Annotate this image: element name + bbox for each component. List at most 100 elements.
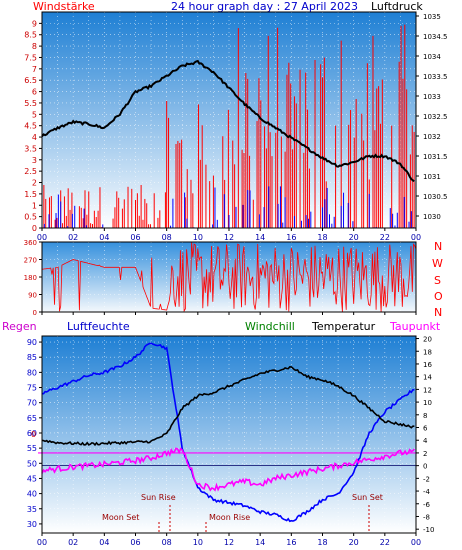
x-tick-label: 18 [317,538,327,547]
legend-windchill: Windchill [245,320,295,333]
y2-tick-label: 14 [423,374,432,382]
y2-tick-label: -2 [423,475,430,483]
y-tick-label: 30 [27,520,37,529]
y2-tick-label: 1030.5 [423,193,448,201]
y-tick-label: 40 [27,490,37,499]
y-tick-label: 4 [32,133,37,142]
y-tick-label: 60 [27,429,37,438]
temp-humidity-axes: 00 02 04 06 08 10 12 14 16 18 20 22 0030354045505560… [27,335,434,547]
y2-tick-label: -6 [423,501,431,509]
header-title: 24 hour graph day : 27 April 2023 [171,0,358,13]
x-tick-label: 14 [255,233,265,242]
y2-tick-label: 1030 [423,213,441,221]
y2-tick-label: 10 [423,399,432,407]
sunset-label: Sun Set [352,493,383,502]
sunrise-label: Sun Rise [141,493,176,502]
x-tick-label: 04 [99,233,109,242]
y-tick-label: 55 [27,444,37,453]
y-tick-label: 3.5 [24,144,37,153]
y-tick-label: 5 [32,110,37,119]
x-tick-label: 16 [286,233,296,242]
y2-tick-label: 1034 [423,53,441,61]
y2-tick-label: 1034.5 [423,33,448,41]
y-tick-label: 7 [32,65,37,74]
x-tick-label: 20 [349,538,359,547]
y-tick-label: 85 [27,353,37,362]
y-tick-label: 90 [28,292,37,300]
wind-pressure-axes: 00 02 04 06 08 10 12 14 16 18 20 22 0000.511.522.533… [24,11,448,242]
panel-frame [41,335,417,534]
panel-frame [41,241,417,313]
x-tick-label: 22 [380,538,390,547]
y2-tick-label: 1031 [423,173,441,181]
y-tick-label: 2 [32,179,37,188]
x-tick-label: 08 [162,538,172,547]
y-tick-label: 3 [32,156,37,165]
y-tick-label: 360 [24,239,37,247]
y2-tick-label: 20 [423,336,432,344]
y-tick-label: 180 [24,274,37,282]
y-tick-label: 90 [27,338,37,347]
y-tick-label: 35 [27,505,37,514]
y2-tick-label: 1032.5 [423,113,448,121]
y2-tick-label: 2 [423,450,427,458]
y-tick-label: 270 [24,257,37,265]
x-tick-label: 02 [68,538,78,547]
y-tick-label: 45 [27,474,37,483]
y-tick-label: 7.5 [24,53,37,62]
x-tick-label: 00 [37,233,47,242]
wind-direction-axes: 0 90 180 270 360 [24,239,417,317]
temp-humidity-series [38,342,416,523]
x-tick-label: 12 [224,538,234,547]
y-tick-label: 6 [32,88,37,97]
wind-direction-series [41,242,417,313]
y2-tick-label: -10 [423,526,434,534]
compass-s: S [434,274,441,287]
y2-tick-label: -8 [423,513,430,521]
legend-regen: Regen [2,320,37,333]
y2-tick-label: 1033.5 [423,73,448,81]
y2-tick-label: 4 [423,437,428,445]
x-tick-label: 02 [68,233,78,242]
x-tick-label: 00 [411,538,421,547]
x-tick-label: 06 [130,233,140,242]
x-tick-label: 20 [349,233,359,242]
y-tick-label: 2.5 [24,167,37,176]
y2-tick-label: 1033 [423,93,441,101]
x-tick-label: 04 [99,538,109,547]
y2-tick-label: 16 [423,361,432,369]
y-tick-label: 1 [32,201,37,210]
humidity-line [41,342,415,523]
y2-tick-label: 12 [423,386,432,394]
legend-luftfeuchte: Luftfeuchte [67,320,130,333]
compass-n-bottom: N [434,306,442,319]
x-tick-label: 12 [224,233,234,242]
y2-tick-label: 1031.5 [423,153,448,161]
x-tick-label: 10 [193,233,203,242]
legend-taupunkt: Taupunkt [389,320,441,333]
wind-direction-line [41,242,417,313]
y-tick-label: 80 [27,368,37,377]
compass-n-top: N [434,240,442,253]
x-tick-label: 16 [286,538,296,547]
x-tick-label: 08 [162,233,172,242]
y2-tick-label: 18 [423,348,432,356]
y-tick-label: 65 [27,414,37,423]
moonrise-label: Moon Rise [209,513,250,522]
moonset-label: Moon Set [102,513,139,522]
y-tick-label: 70 [27,399,37,408]
y2-tick-label: 6 [423,425,428,433]
x-tick-label: 00 [411,233,421,242]
y-tick-label: 0 [32,224,37,233]
y-tick-label: 0.5 [24,213,37,222]
x-tick-label: 00 [37,538,47,547]
x-tick-label: 14 [255,538,265,547]
y2-tick-label: 1032 [423,133,441,141]
wind-pressure-series [41,24,415,228]
header-luftdruck: Luftdruck [371,0,423,13]
panel-frame [41,11,417,229]
y-tick-label: 50 [27,459,37,468]
y2-tick-label: -4 [423,488,431,496]
dewpoint-line [41,447,415,492]
